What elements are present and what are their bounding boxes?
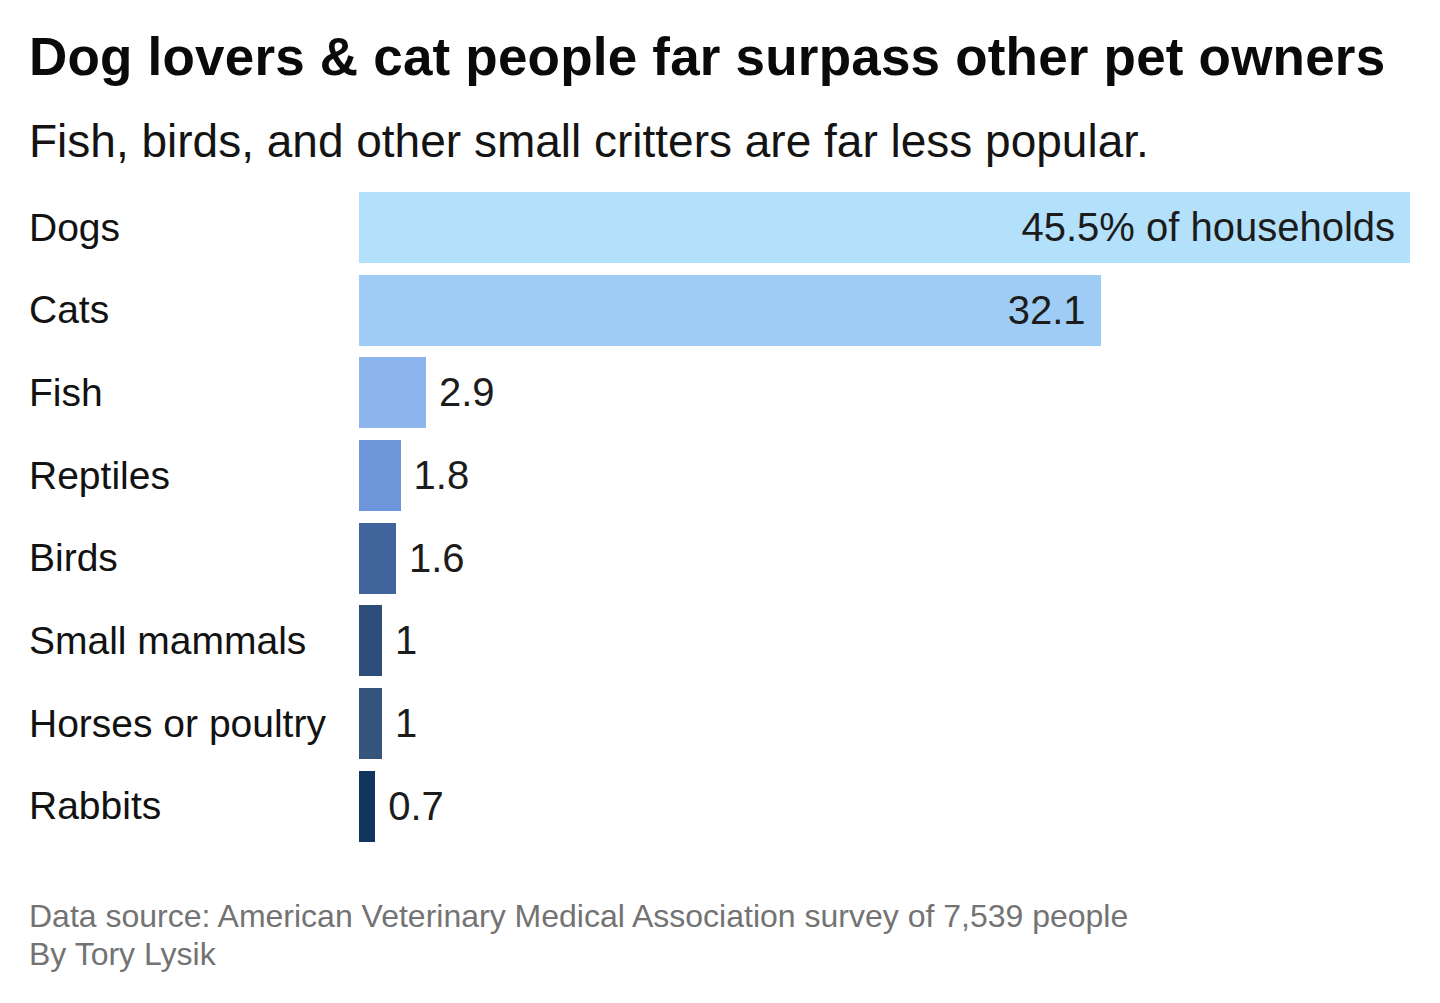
- bar-row: Horses or poultry 1: [0, 688, 1440, 759]
- bar-row: Cats 32.1: [0, 275, 1440, 346]
- data-source: Data source: American Veterinary Medical…: [29, 898, 1128, 936]
- category-label: Horses or poultry: [29, 688, 326, 759]
- value-label: 2.9: [439, 357, 495, 428]
- value-label: 1.6: [409, 523, 465, 594]
- chart-footer: Data source: American Veterinary Medical…: [29, 898, 1128, 973]
- bar: [359, 771, 375, 842]
- bar: [359, 605, 382, 676]
- bar-rows: Dogs 45.5% of households Cats 32.1 Fish 2.9 Re…: [0, 192, 1440, 842]
- bar-row: Dogs 45.5% of households: [0, 192, 1440, 263]
- category-label: Rabbits: [29, 771, 161, 842]
- category-label: Cats: [29, 275, 109, 346]
- bar: [359, 523, 396, 594]
- bar: [359, 357, 426, 428]
- value-label: 45.5% of households: [1021, 205, 1410, 250]
- chart-title: Dog lovers & cat people far surpass othe…: [29, 30, 1385, 83]
- bar-chart: Dog lovers & cat people far surpass othe…: [0, 0, 1440, 1003]
- bar-row: Reptiles 1.8: [0, 440, 1440, 511]
- value-label: 1: [395, 688, 417, 759]
- value-label: 32.1: [1008, 288, 1101, 333]
- category-label: Dogs: [29, 192, 120, 263]
- value-label: 0.7: [388, 771, 444, 842]
- bar: 45.5% of households: [359, 192, 1410, 263]
- bar-row: Rabbits 0.7: [0, 771, 1440, 842]
- bar-row: Small mammals 1: [0, 605, 1440, 676]
- bar: [359, 440, 401, 511]
- category-label: Fish: [29, 357, 103, 428]
- category-label: Reptiles: [29, 440, 170, 511]
- byline: By Tory Lysik: [29, 936, 1128, 974]
- category-label: Small mammals: [29, 605, 306, 676]
- chart-subtitle: Fish, birds, and other small critters ar…: [29, 118, 1149, 164]
- bar-row: Fish 2.9: [0, 357, 1440, 428]
- value-label: 1: [395, 605, 417, 676]
- bar-row: Birds 1.6: [0, 523, 1440, 594]
- bar: [359, 688, 382, 759]
- category-label: Birds: [29, 523, 118, 594]
- bar: 32.1: [359, 275, 1101, 346]
- value-label: 1.8: [414, 440, 470, 511]
